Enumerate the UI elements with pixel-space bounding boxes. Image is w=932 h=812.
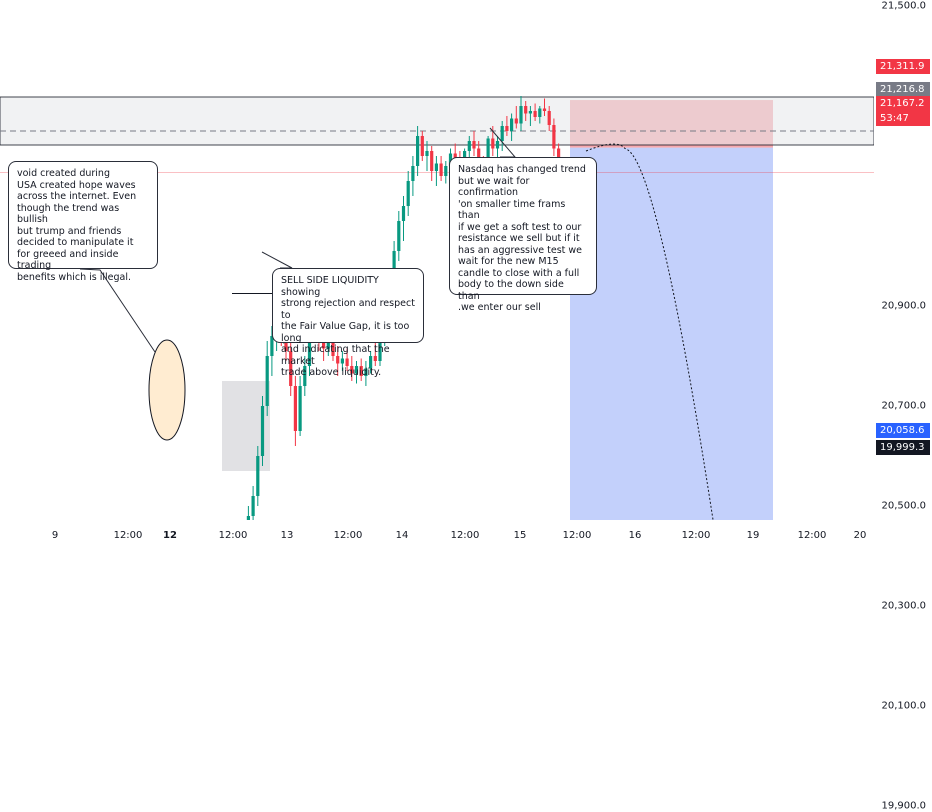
candle-body [444,166,448,176]
candle-body [256,456,260,496]
note-liquidity-connector [261,251,293,269]
candle-body [524,106,528,114]
candle-body [307,326,312,366]
candle-body [251,496,255,516]
candle-body [514,118,518,124]
x-tick-label: 20 [853,530,867,541]
candle-body [505,126,509,131]
candle-body [345,358,349,366]
y-tick-label: 20,300.0 [881,600,926,612]
price-tag: 19,999.3 [876,440,930,455]
candle-body [265,356,269,406]
note-void: void created during USA created hope wav… [8,161,158,283]
candle-body [326,338,330,349]
x-tick-label: 16 [628,530,642,541]
candle-body [406,181,410,206]
candle-body [354,366,359,374]
y-tick-label: 20,900.0 [881,300,926,312]
candle-body [397,221,401,251]
candle-body [303,366,307,386]
candle-body [552,125,556,149]
candle-body [359,366,363,376]
candle-body [519,106,523,124]
price-tag: 20,058.6 [876,423,930,438]
candle-body [401,206,406,221]
candle-body [425,151,429,156]
x-tick-label: 12:00 [218,530,248,541]
note-void-connector [79,268,156,353]
candle-body [510,118,514,131]
note-sell-side-liquidity: SELL SIDE LIQUIDITY showing strong rejec… [272,268,424,378]
candle-body [340,358,344,364]
candle-body [439,163,443,176]
candle-body [416,136,420,166]
x-tick-label: 12:00 [797,530,827,541]
candle-body [336,356,340,364]
y-tick-label: 20,500.0 [881,500,926,512]
candle-body [270,336,274,356]
x-tick-label: 12:00 [562,530,592,541]
candle-body [322,341,326,349]
candle-body [331,338,335,356]
candle-body [547,111,551,125]
candle-body [500,126,504,141]
projection-path [585,143,744,727]
x-tick-label: 14 [395,530,409,541]
candle-body [293,386,297,431]
x-tick-label: 9 [51,530,59,541]
candle-body [542,108,547,111]
candle-body [420,136,424,156]
void-ellipse [148,339,186,441]
x-tick-label: 12:00 [333,530,363,541]
y-tick-label: 19,900.0 [881,800,926,812]
price-tag: 21,216.8 [876,82,930,97]
x-tick-label: 12 [163,530,177,541]
y-tick-label: 21,500.0 [881,0,926,12]
candle-body [533,111,537,117]
candle-body [298,386,302,431]
candle-body [472,141,476,149]
candle-body [495,141,500,149]
y-tick-label: 20,100.0 [881,700,926,712]
candle-body [289,351,293,386]
x-tick-label: 13 [280,530,294,541]
candle-body [434,163,438,171]
candle-body [373,356,377,361]
note-nasdaq: Nasdaq has changed trend but we wait for… [449,157,597,313]
x-tick-label: 12:00 [113,530,143,541]
chart-area[interactable]: B.O.SCHoCh void created during USA creat… [0,0,875,811]
x-tick-label: 15 [513,530,527,541]
candle-body [491,138,495,149]
candle-body [467,141,471,151]
candle-body [430,151,434,171]
price-tag: 53:47 [876,111,930,126]
time-axis[interactable]: 9 12:00 12 12:00 13 12:00 14 12:00 15 12:00 16 12:0… [0,520,932,550]
price-axis[interactable]: 21,500.0 20,900.0 20,700.0 20,500.0 20,300.0… [874,0,932,812]
target-zone [570,147,773,727]
resistance-zone [0,96,875,146]
candle-body [411,166,415,181]
candle-body [350,366,354,374]
candle-body [378,341,382,361]
price-tag: 21,311.9 [876,59,930,74]
x-tick-label: 19 [746,530,760,541]
x-tick-label: 12:00 [450,530,480,541]
candle-body [538,108,542,117]
y-tick-label: 20,700.0 [881,400,926,412]
price-tag: 21,167.2 [876,96,930,111]
candle-body [260,406,265,456]
candle-body [528,111,532,114]
candle-body [364,368,368,376]
candle-body [369,356,373,369]
x-tick-label: 12:00 [681,530,711,541]
